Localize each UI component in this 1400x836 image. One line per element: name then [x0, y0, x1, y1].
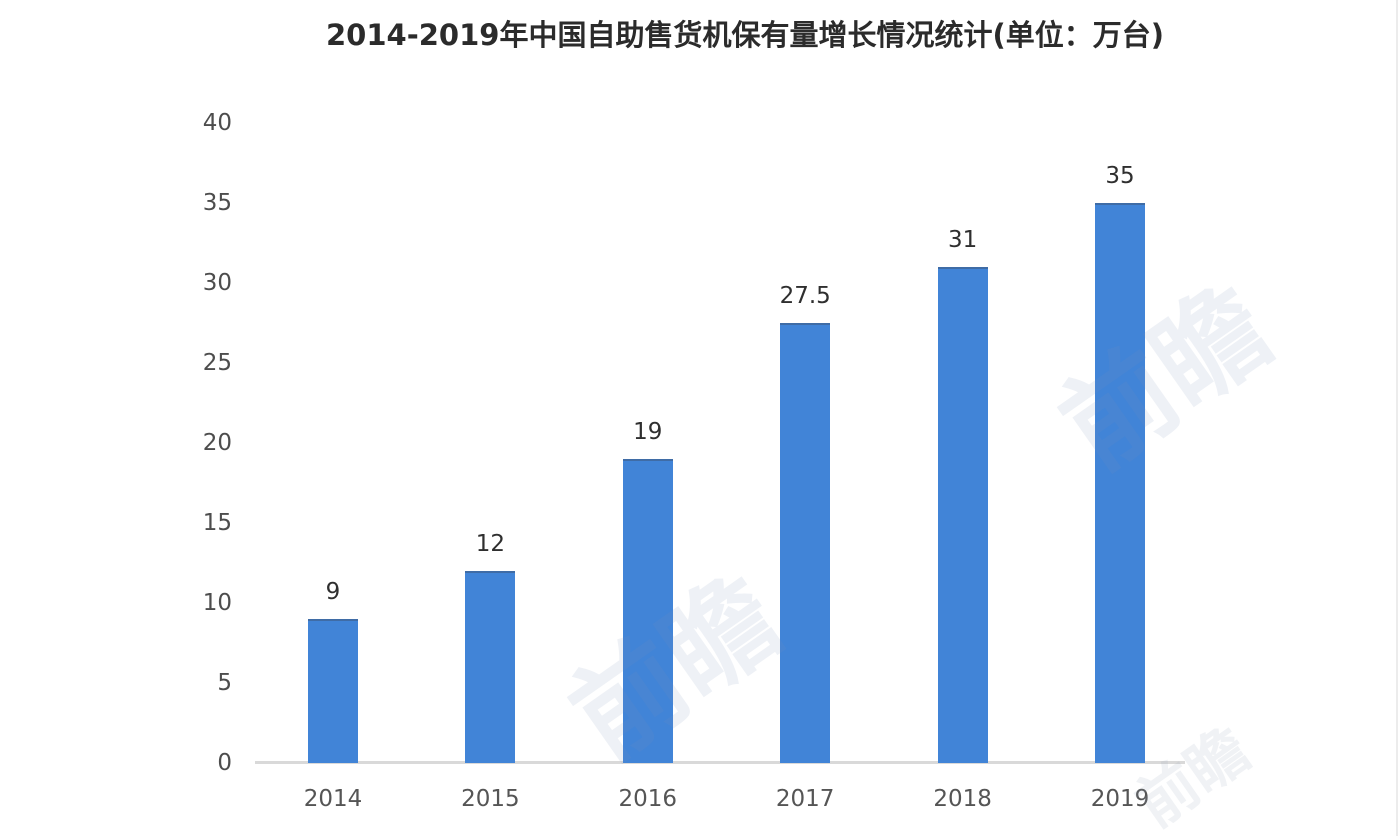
x-axis-line [255, 761, 1185, 764]
chart-title: 2014-2019年中国自助售货机保有量增长情况统计(单位：万台) [326, 18, 1164, 52]
x-axis-label-2014: 2014 [303, 786, 363, 812]
bar-value-label-2017: 27.5 [779, 283, 831, 309]
bar-2016 [622, 459, 673, 763]
bar-2019 [1095, 203, 1145, 763]
right-edge-divider [1396, 0, 1398, 836]
y-axis-label-5: 5 [217, 670, 232, 696]
x-axis-label-2017: 2017 [775, 786, 835, 812]
bar-value-label-2019: 35 [1105, 163, 1135, 189]
bar-value-label-2018: 31 [947, 227, 978, 253]
y-axis-label-30: 30 [202, 270, 232, 296]
x-axis-label-2019: 2019 [1090, 786, 1150, 812]
y-axis-label-15: 15 [202, 510, 232, 536]
bar-value-label-2016: 19 [633, 419, 663, 445]
y-axis-label-10: 10 [202, 590, 232, 616]
bar-value-label-2014: 9 [325, 579, 341, 605]
y-axis-label-0: 0 [217, 750, 232, 776]
bar-2015 [465, 571, 516, 763]
bar-2014 [308, 619, 358, 763]
bar-2017 [780, 323, 831, 763]
bar-value-label-2015: 12 [475, 531, 506, 557]
watermark: 前瞻 [1038, 262, 1293, 494]
x-axis-label-2018: 2018 [933, 786, 992, 812]
y-axis-label-35: 35 [202, 190, 232, 216]
y-axis-label-20: 20 [202, 430, 232, 456]
x-axis-label-2016: 2016 [618, 786, 678, 812]
y-axis-label-25: 25 [202, 350, 232, 376]
y-axis-label-40: 40 [202, 110, 232, 136]
x-axis-label-2015: 2015 [461, 786, 520, 812]
bar-2018 [937, 267, 988, 763]
